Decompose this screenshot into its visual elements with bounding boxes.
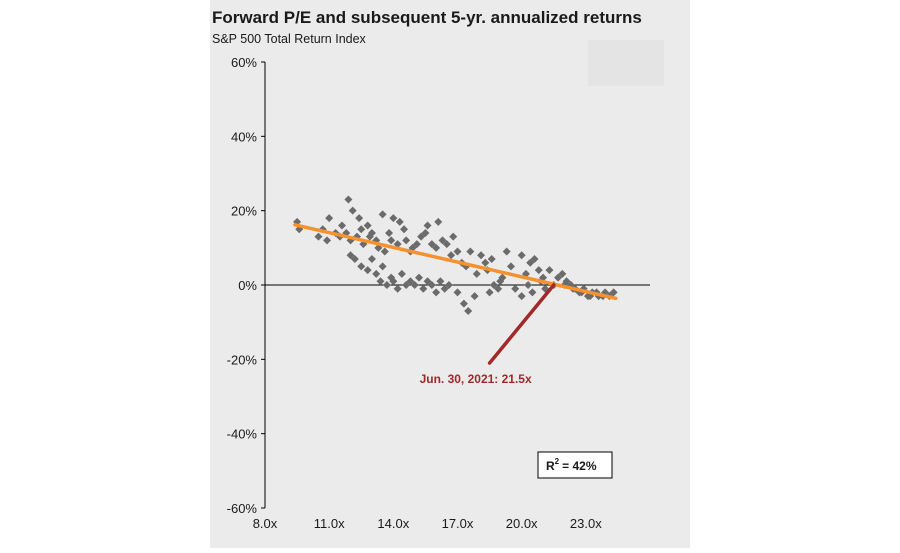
scatter-point — [378, 262, 387, 271]
scatter-point — [506, 262, 515, 271]
x-tick-label: 11.0x — [314, 516, 345, 531]
scatter-point — [442, 240, 451, 249]
scatter-point — [444, 281, 453, 289]
scatter-point — [449, 232, 458, 241]
scatter-point — [385, 228, 394, 237]
scatter-point — [338, 221, 346, 230]
x-tick-label: 14.0x — [377, 516, 409, 531]
scatter-point — [494, 284, 503, 293]
scatter-point — [427, 281, 436, 289]
scatter-point — [395, 217, 404, 226]
scatter-point — [372, 269, 381, 278]
scatter-point — [530, 254, 539, 263]
y-tick-label: -40% — [227, 427, 258, 442]
scatter-point — [464, 307, 473, 316]
scatter-point — [323, 236, 332, 245]
chart-subtitle: S&P 500 Total Return Index — [212, 32, 366, 46]
scatter-point — [415, 273, 423, 282]
scatter-point — [432, 288, 441, 297]
scatter-point — [558, 269, 567, 278]
y-tick-label: -60% — [227, 501, 258, 516]
scatter-point — [421, 228, 430, 237]
scatter-point — [534, 266, 543, 275]
scatter-point — [453, 247, 462, 256]
scatter-point — [325, 214, 334, 223]
scatter-point — [432, 243, 441, 252]
scatter-point — [389, 277, 398, 286]
scatter-point — [382, 281, 391, 289]
x-tick-label: 23.0x — [570, 516, 602, 531]
scatter-point — [355, 214, 364, 223]
scatter-point — [524, 281, 533, 289]
scatter-point — [412, 240, 421, 249]
scatter-point — [436, 277, 445, 286]
scatter-point — [397, 269, 406, 278]
scatter-point — [363, 221, 372, 230]
trendline — [293, 223, 618, 301]
r-squared-frame — [537, 451, 613, 479]
y-tick-label: 60% — [231, 55, 257, 70]
scatter-point — [609, 288, 618, 297]
scatter-point — [459, 299, 468, 308]
scatter-points — [293, 195, 618, 316]
scatter-point — [380, 247, 389, 256]
scatter-point — [453, 288, 462, 297]
scatter-point — [344, 195, 353, 204]
scatter-point — [393, 284, 402, 293]
annotation-label: Jun. 30, 2021: 21.5x — [420, 372, 532, 386]
scatter-point — [477, 251, 486, 260]
scatter-point — [496, 277, 505, 286]
scatter-point — [481, 258, 490, 267]
scatter-point — [470, 292, 479, 301]
scatter-point — [466, 247, 475, 256]
x-tick-label: 20.0x — [506, 516, 538, 531]
r-squared-box: R2 = 42% — [537, 451, 613, 479]
scatter-point — [387, 236, 396, 245]
annotation: Jun. 30, 2021: 21.5x — [420, 283, 556, 386]
x-tick-label: 17.0x — [442, 516, 474, 531]
scatter-point — [363, 266, 372, 275]
scatter-point — [419, 284, 428, 293]
scatter-point — [423, 221, 432, 230]
trendline-path — [293, 223, 618, 301]
scatter-point — [357, 225, 366, 234]
chart-title: Forward P/E and subsequent 5-yr. annuali… — [212, 8, 642, 27]
scatter-point — [389, 214, 398, 223]
scatter-point — [314, 232, 323, 241]
scatter-point — [545, 266, 554, 275]
scatter-point — [447, 251, 456, 260]
annotation-arrow — [487, 283, 556, 365]
y-tick-label: 20% — [231, 204, 257, 219]
y-tick-label: 40% — [231, 129, 257, 144]
scatter-point — [410, 281, 419, 289]
y-axis: 60% 40% 20% 0% -20% -40% -60% — [227, 55, 266, 516]
scatter-point — [367, 228, 376, 237]
scatter-point — [502, 247, 511, 256]
y-tick-label: -20% — [227, 352, 258, 367]
scatter-point — [402, 236, 411, 245]
scatter-point — [350, 254, 359, 263]
scatter-point — [400, 225, 409, 234]
scatter-point — [348, 206, 357, 215]
x-tick-label: 8.0x — [253, 516, 278, 531]
scatter-point — [376, 277, 385, 286]
scatter-point — [517, 251, 526, 260]
scatter-point — [485, 288, 494, 297]
scatter-point — [528, 288, 537, 297]
x-axis: 8.0x 11.0x 14.0x 17.0x 20.0x 23.0x — [253, 284, 650, 531]
logo-placeholder — [588, 40, 664, 86]
y-tick-label: 0% — [238, 278, 257, 293]
scatter-point — [472, 269, 481, 278]
r-squared-label: R2 = 42% — [546, 457, 597, 473]
scatter-point — [434, 217, 443, 226]
scatter-point — [511, 284, 520, 293]
scatter-point — [357, 262, 366, 271]
scatter-point — [378, 210, 387, 219]
scatter-point — [487, 254, 496, 263]
scatter-point — [367, 254, 376, 263]
scatter-point — [517, 292, 526, 301]
